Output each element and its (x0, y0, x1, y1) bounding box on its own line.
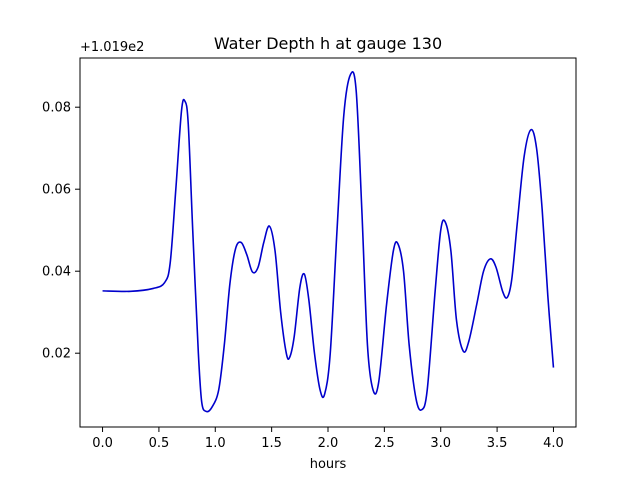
x-tick-label: 3.0 (430, 436, 451, 451)
x-tick-label: 3.5 (487, 436, 508, 451)
y-axis: 0.02 0.04 0.06 0.08 (42, 101, 80, 362)
x-tick-label: 1.5 (261, 436, 282, 451)
y-axis-offset-label: +1.019e2 (80, 40, 144, 55)
x-tick-label: 2.5 (374, 436, 395, 451)
series-line-0 (102, 71, 555, 413)
y-tick-label: 0.06 (42, 183, 71, 198)
x-axis-label: hours (310, 457, 347, 472)
x-axis: 0.0 0.5 1.0 1.5 2.0 2.5 3.0 3.5 4.0 (92, 427, 564, 451)
x-tick-label: 2.0 (318, 436, 339, 451)
y-tick-label: 0.08 (42, 101, 71, 116)
y-tick-label: 0.04 (42, 265, 71, 280)
plot-area (80, 58, 576, 427)
x-tick-label: 1.0 (205, 436, 226, 451)
y-tick-label: 0.02 (42, 347, 71, 362)
chart-title: Water Depth h at gauge 130 (214, 34, 442, 53)
series-layer (102, 71, 555, 413)
x-tick-label: 0.5 (149, 436, 170, 451)
x-tick-label: 4.0 (543, 436, 564, 451)
x-tick-label: 0.0 (92, 436, 113, 451)
